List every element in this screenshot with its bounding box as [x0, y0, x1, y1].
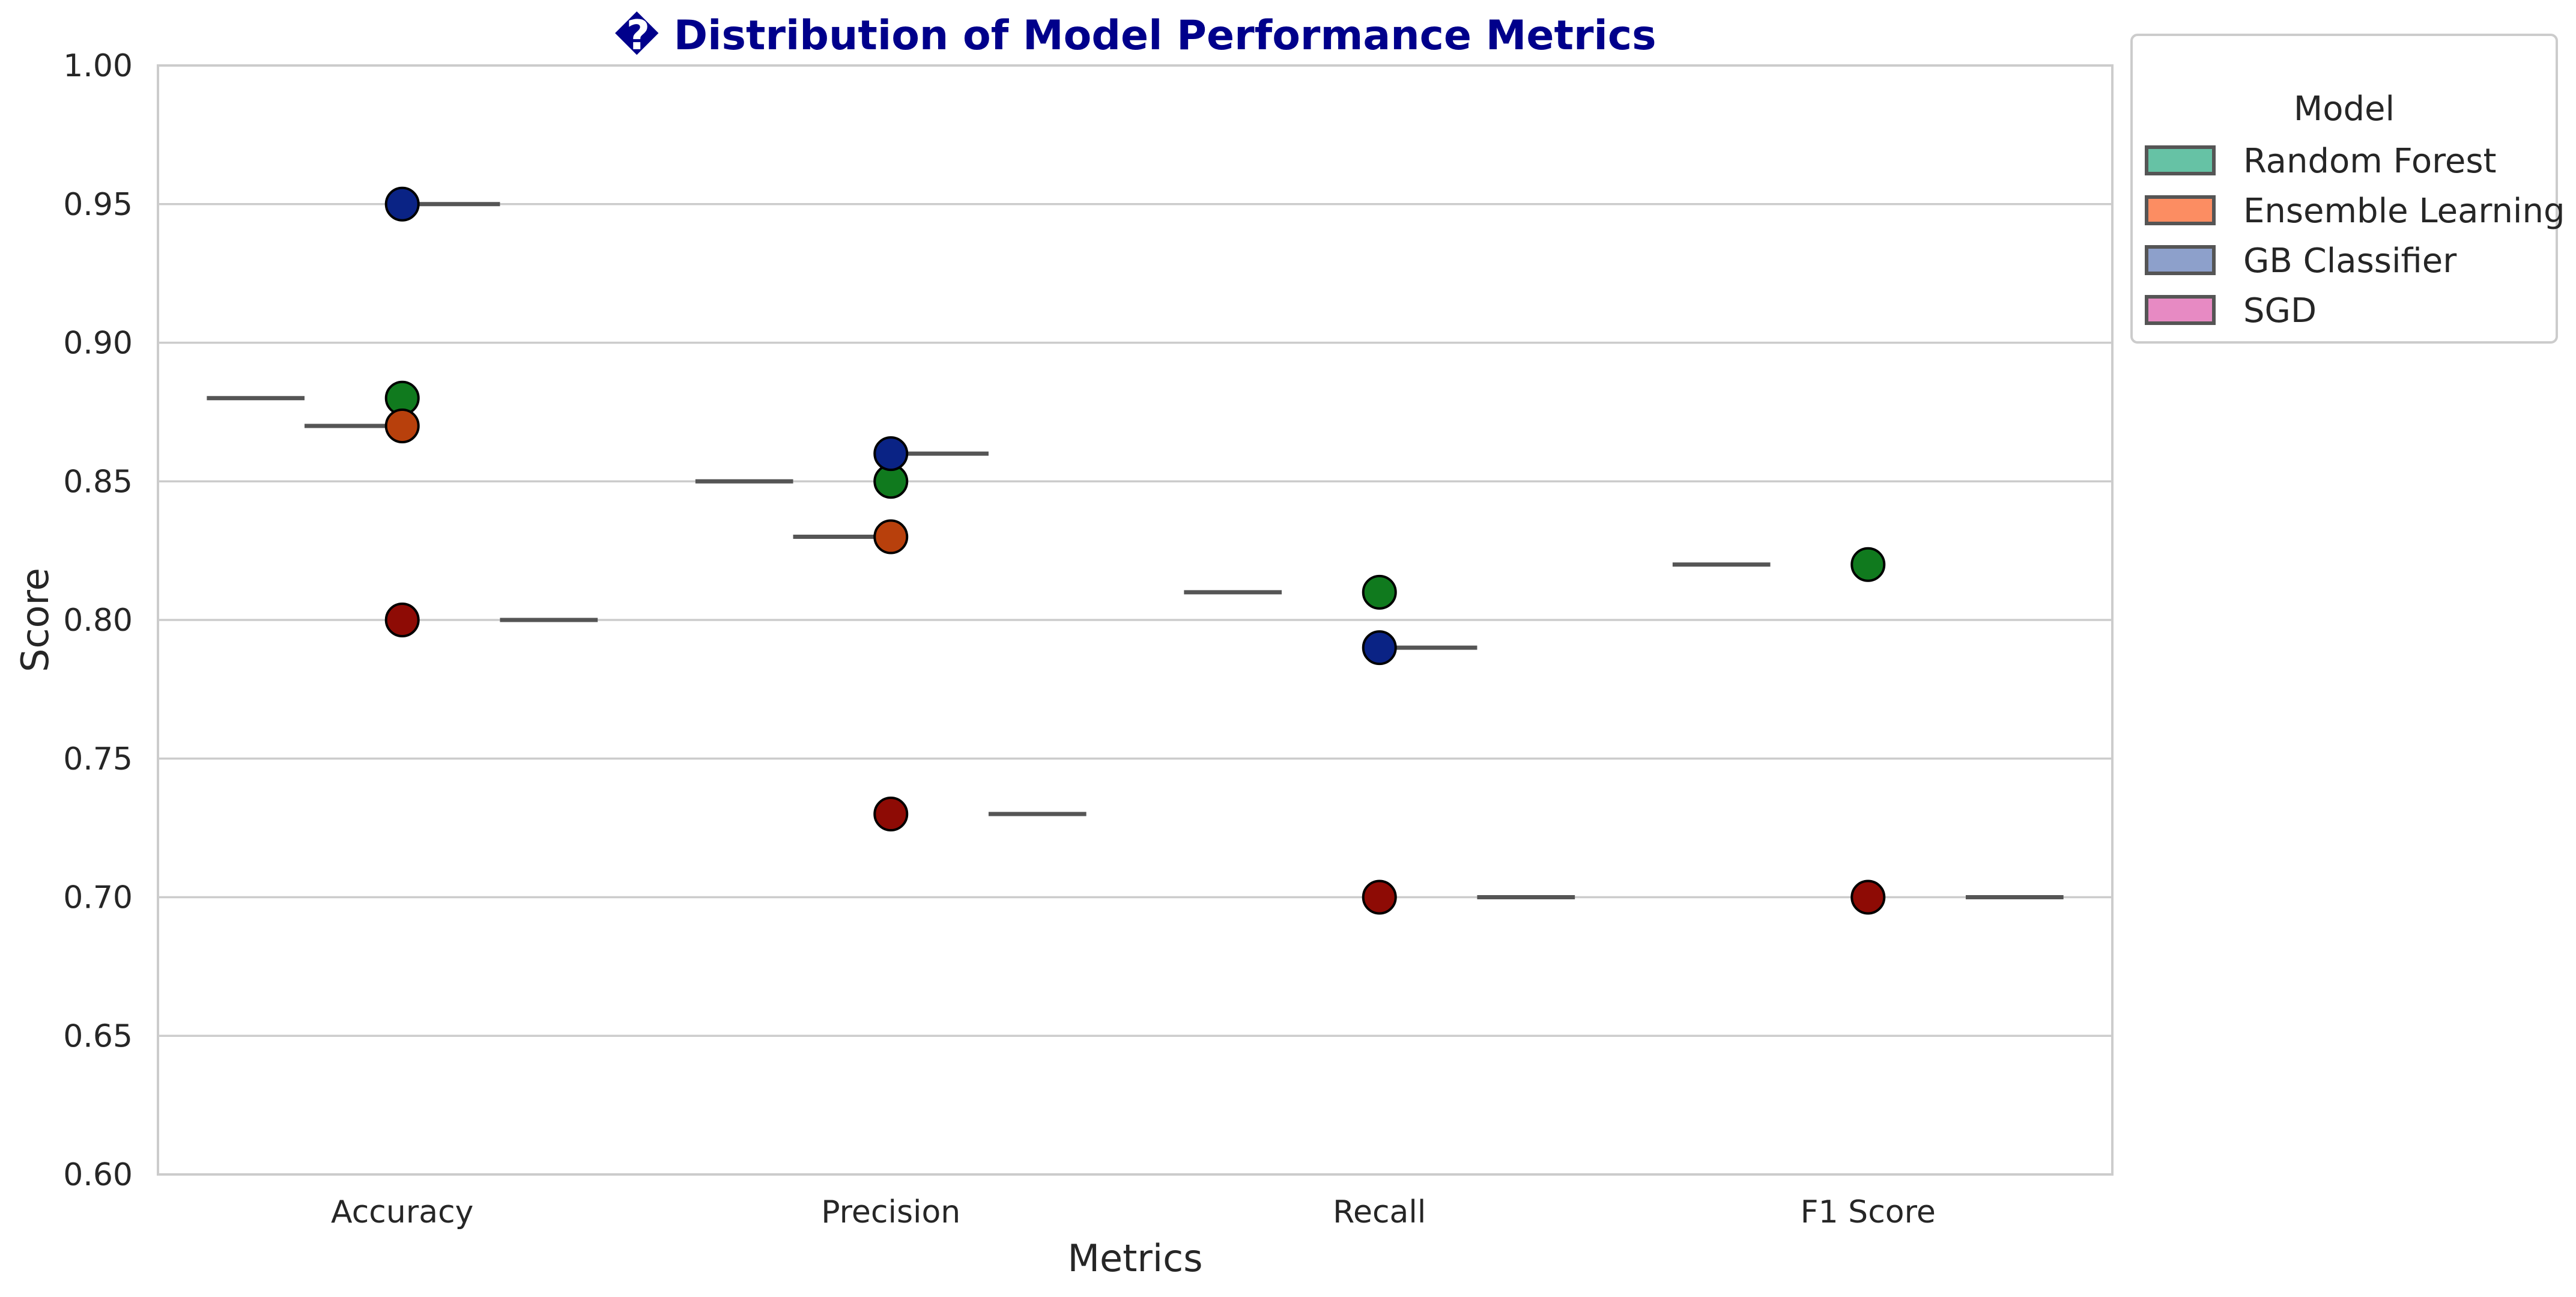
x-tick-label: Accuracy: [331, 1194, 473, 1230]
y-tick-label: 0.65: [63, 1018, 133, 1054]
x-tick-label: Recall: [1333, 1194, 1426, 1230]
median-lines: [207, 202, 2064, 899]
y-tick-label: 0.80: [63, 603, 133, 639]
grid-lines: [158, 64, 2112, 1176]
data-point: [1850, 879, 1886, 915]
y-axis-title: Score: [13, 568, 57, 672]
y-tick-label: 0.95: [63, 187, 133, 223]
chart-title: � Distribution of Model Performance Metr…: [614, 11, 1656, 59]
data-point: [1850, 547, 1886, 582]
x-tick-label: F1 Score: [1801, 1194, 1936, 1230]
data-point: [384, 408, 420, 443]
legend-label: GB Classifier: [2243, 241, 2457, 281]
y-tick-label: 1.00: [63, 48, 133, 84]
legend: Model Random Forest Ensemble Learning GB C…: [2130, 34, 2565, 344]
y-tick-label: 0.70: [63, 880, 133, 916]
data-point: [873, 797, 909, 832]
y-axis-ticks: 0.60 0.65 0.70 0.75 0.80 0.85 0.90 0.95 1.00: [63, 48, 133, 1193]
data-points: [384, 186, 1886, 915]
legend-swatch: [2145, 145, 2216, 175]
x-axis-ticks: Accuracy Precision Recall F1 Score: [331, 1194, 1936, 1230]
x-tick-label: Precision: [821, 1194, 960, 1230]
y-tick-label: 0.85: [63, 464, 133, 500]
data-point: [1362, 574, 1397, 610]
data-point: [1362, 879, 1397, 915]
y-tick-label: 0.75: [63, 741, 133, 777]
x-axis-title: Metrics: [1067, 1236, 1202, 1280]
data-point: [1362, 630, 1397, 666]
plot-frame: [157, 64, 2114, 1176]
data-point: [384, 603, 420, 637]
legend-swatch: [2145, 295, 2216, 325]
legend-label: Random Forest: [2243, 142, 2497, 181]
legend-label: SGD: [2243, 291, 2317, 330]
y-tick-label: 0.90: [63, 326, 133, 362]
data-point: [384, 186, 420, 222]
y-tick-label: 0.60: [63, 1157, 133, 1193]
legend-title: Model: [2294, 90, 2395, 129]
legend-swatch: [2145, 245, 2216, 275]
legend-label: Ensemble Learning: [2243, 192, 2565, 231]
data-point: [873, 519, 909, 554]
legend-box: [2130, 34, 2558, 344]
legend-swatch: [2145, 195, 2216, 225]
data-point: [873, 436, 909, 472]
